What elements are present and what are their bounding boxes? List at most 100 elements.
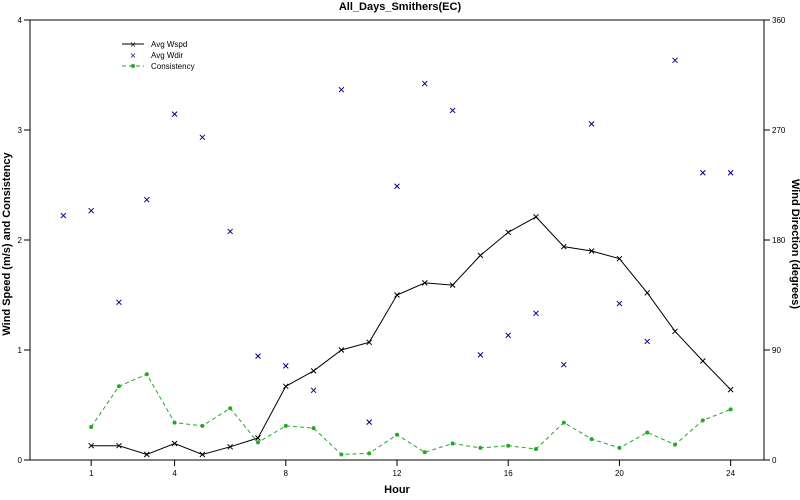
wspd-point: [672, 328, 678, 335]
x-tick-label: 4: [172, 469, 177, 478]
wdir-point: [644, 338, 651, 345]
wdir-point: [477, 352, 484, 358]
consistency-point: [728, 407, 733, 412]
plot-frame: [29, 19, 765, 461]
wspd-point-stroke-b: [88, 442, 95, 449]
wdir-point-stroke-b: [477, 352, 484, 358]
x-axis: 1 4 8 12 16 20 24: [89, 460, 736, 478]
wspd-point-stroke-b: [560, 243, 567, 250]
wdir-point: [560, 361, 567, 368]
consistency-point: [200, 423, 205, 428]
y-left-tick-label: 2: [18, 236, 23, 245]
x-tick-label: 8: [284, 469, 289, 478]
wspd-line: [91, 216, 731, 456]
wdir-point-stroke-b: [727, 169, 734, 176]
wspd-point-stroke-b: [255, 435, 261, 441]
consistency-point: [116, 384, 121, 389]
consistency-point: [561, 420, 566, 425]
wdir-point-stroke-b: [60, 212, 67, 219]
y-axis-right-label: Wind Direction (degrees): [789, 179, 800, 309]
wdir-point-stroke-b: [588, 121, 595, 127]
consistency-line: [90, 373, 731, 456]
wspd-point-stroke-b: [310, 368, 317, 374]
consistency-point: [283, 423, 288, 428]
wspd-point: [477, 252, 484, 259]
legend-label-wdir: Avg Wdir: [151, 51, 184, 60]
wdir-point: [727, 169, 734, 176]
wdir-point-stroke-b: [533, 310, 539, 317]
wspd-point: [449, 282, 456, 288]
wspd-point-stroke-b: [227, 443, 234, 450]
wspd-point: [116, 442, 122, 449]
wdir-point-stroke-b: [560, 361, 567, 368]
wspd-point-stroke-b: [449, 282, 456, 288]
wdir-point: [616, 300, 623, 307]
wspd-point-stroke-b: [477, 252, 484, 259]
wdir-point-stroke-b: [227, 228, 234, 235]
wdir-point-stroke-b: [88, 207, 95, 214]
wdir-point: [588, 121, 595, 127]
consistency-point: [450, 441, 455, 446]
wdir-point: [533, 310, 539, 317]
y-right-tick-label: 360: [772, 16, 786, 25]
wspd-point-stroke-b: [171, 440, 178, 447]
wspd-point: [143, 451, 150, 458]
wspd-point: [171, 440, 178, 447]
wdir-point: [116, 299, 122, 306]
wdir-point: [171, 111, 178, 117]
wdir-point: [255, 353, 261, 359]
wdir-point-stroke-b: [338, 86, 345, 93]
wspd-point-stroke-b: [338, 347, 345, 353]
consistency-point: [395, 432, 399, 437]
wdir-point-stroke-b: [143, 196, 150, 203]
y-right-tick-label: 270: [772, 126, 786, 135]
consistency-point: [506, 443, 511, 448]
wspd-point: [644, 289, 651, 296]
wspd-point: [699, 358, 706, 364]
consistency-point: [228, 406, 233, 411]
wspd-point-stroke-b: [505, 229, 512, 236]
x-tick-label: 16: [504, 469, 513, 478]
wspd-point: [199, 451, 206, 458]
consistency-point: [339, 452, 344, 457]
wdir-point-stroke-b: [449, 107, 456, 114]
series-line-x: [88, 214, 734, 458]
consistency-point: [478, 445, 483, 450]
y-left-tick-label: 3: [18, 126, 23, 135]
wspd-point-stroke-b: [116, 442, 122, 449]
y-right-tick-label: 90: [772, 346, 781, 355]
legend-label-consistency: Consistency: [151, 62, 195, 71]
chart-title: All_Days_Smithers(EC): [339, 1, 462, 13]
wspd-point: [588, 248, 595, 254]
consistency-point: [589, 437, 594, 442]
wdir-point: [672, 57, 678, 64]
series-marker-x: [60, 57, 734, 425]
wspd-point-stroke-b: [616, 255, 623, 262]
wspd-point-stroke-b: [588, 248, 595, 254]
wdir-point-stroke-b: [616, 300, 623, 307]
consistency-point: [645, 430, 650, 435]
consistency-point: [422, 450, 427, 455]
consistency-point: [367, 451, 372, 456]
wdir-point-stroke-b: [116, 299, 122, 306]
wdir-point: [199, 134, 206, 141]
wdir-point-stroke-b: [672, 57, 678, 64]
wspd-point: [255, 435, 261, 441]
y-left-tick-label: 0: [18, 456, 23, 465]
wdir-point: [421, 80, 428, 87]
legend: × Avg Wspd × Avg Wdir Consistency: [122, 40, 195, 71]
wspd-point-stroke-b: [727, 386, 734, 393]
wdir-point: [505, 332, 512, 339]
consistency-point: [144, 372, 149, 377]
wspd-point: [366, 339, 373, 346]
consistency-point: [255, 440, 260, 445]
wdir-point: [282, 363, 289, 369]
wspd-point-stroke-b: [699, 358, 706, 364]
wdir-point-stroke-b: [421, 80, 428, 87]
x-tick-label: 24: [726, 469, 735, 478]
y-axis-right: 0 90 180 270 360: [764, 16, 786, 465]
wspd-point: [560, 243, 567, 250]
legend-marker-wspd: ×: [130, 40, 137, 49]
wspd-point-stroke-b: [282, 383, 289, 390]
wdir-point: [338, 86, 345, 93]
